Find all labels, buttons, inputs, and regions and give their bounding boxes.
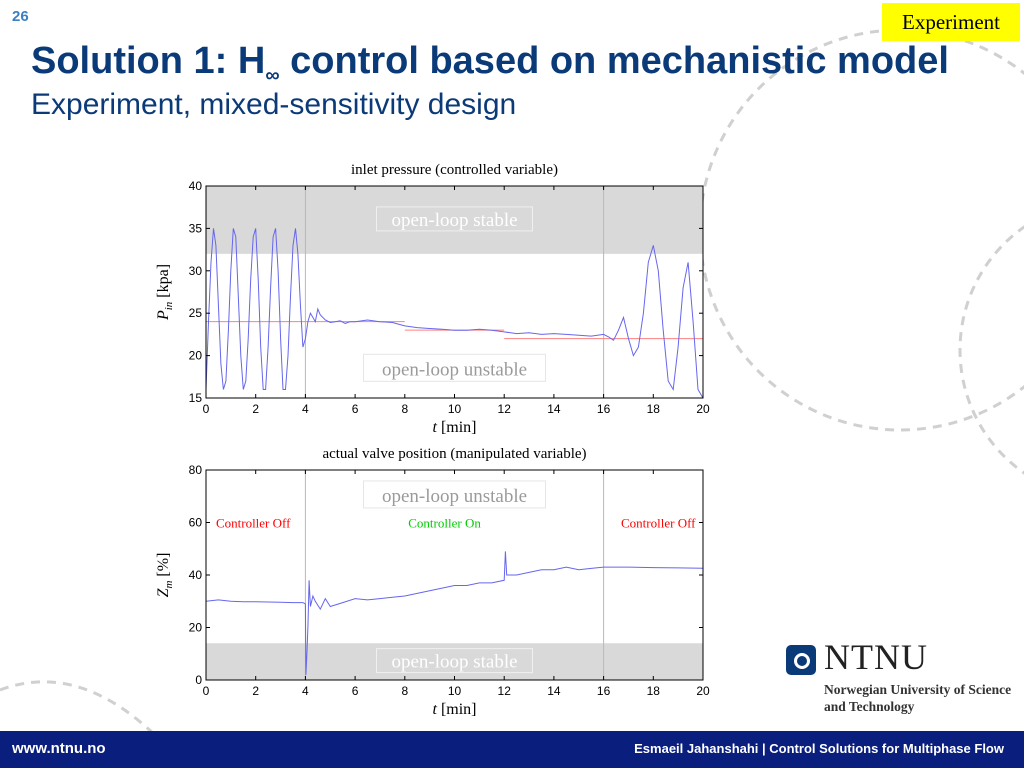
y-tick-label: 0 (195, 673, 202, 687)
footer-credit: Esmaeil Jahanshahi | Control Solutions f… (634, 741, 1004, 756)
measurement-series (205, 228, 704, 399)
x-tick-label: 4 (302, 684, 309, 698)
x-tick-label: 14 (547, 402, 561, 416)
chart-2: 0 2 4 6 8 10 12 14 16 18 20 0 20 40 60 80 actual valve p… (155, 446, 710, 718)
slide-number: 26 (12, 8, 29, 25)
ntnu-logo-icon (786, 645, 816, 675)
stable-region-band (206, 643, 703, 680)
x-tick-label: 16 (597, 402, 611, 416)
y-tick-label: 20 (189, 349, 203, 363)
x-tick-label: 6 (352, 684, 359, 698)
x-tick-label: 20 (696, 684, 710, 698)
y-tick-label: 40 (189, 179, 203, 193)
x-axis-label: t [min] (433, 701, 477, 718)
logo-name: NTNU (824, 637, 928, 677)
y-tick-label: 35 (189, 221, 203, 235)
x-tick-label: 12 (498, 402, 512, 416)
x-tick-label: 2 (252, 402, 259, 416)
controller-annotation: Controller Off (621, 516, 696, 531)
logo-full-name: Norwegian University of Science and Tech… (824, 682, 1012, 714)
x-tick-label: 18 (647, 402, 661, 416)
x-tick-label: 10 (448, 684, 462, 698)
x-tick-label: 12 (498, 684, 512, 698)
footer-url[interactable]: www.ntnu.no (12, 740, 106, 757)
y-axis-label: Pin [kpa] (155, 264, 175, 321)
band-label-box (376, 648, 533, 674)
x-tick-label: 18 (647, 684, 661, 698)
y-tick-label: 15 (189, 391, 203, 405)
region-annotation: open-loop unstable (382, 486, 527, 507)
title-rest: control based on mechanistic model (279, 40, 949, 82)
region-annotation: open-loop unstable (382, 359, 527, 380)
x-tick-label: 6 (352, 402, 359, 416)
x-axis-label: t [min] (433, 419, 477, 436)
x-tick-label: 14 (547, 684, 561, 698)
band-label: open-loop stable (391, 210, 517, 231)
title-text: Solution 1: H (31, 40, 266, 82)
footer-bar: www.ntnu.no Esmaeil Jahanshahi | Control… (0, 731, 1024, 768)
y-tick-label: 20 (189, 621, 203, 635)
chart-1: 0 2 4 6 8 10 12 14 16 18 20 15 20 25 30 35 40 inlet press… (155, 162, 710, 436)
y-tick-label: 40 (189, 568, 203, 582)
slide-subtitle: Experiment, mixed-sensitivity design (31, 88, 517, 121)
x-tick-label: 0 (203, 402, 210, 416)
chart-title: actual valve position (manipulated varia… (322, 446, 586, 462)
annotation-box (363, 480, 546, 509)
x-tick-label: 20 (696, 402, 710, 416)
chart-title: inlet pressure (controlled variable) (351, 162, 558, 178)
x-tick-label: 8 (401, 684, 408, 698)
title-subscript: ∞ (265, 64, 280, 87)
band-label-box (376, 206, 533, 232)
y-tick-label: 30 (189, 264, 203, 278)
experiment-tag: Experiment (882, 3, 1020, 41)
y-axis-label: Zm [%] (155, 553, 175, 598)
x-tick-label: 0 (203, 684, 210, 698)
slide-title: Solution 1: H∞ control based on mechanis… (31, 40, 949, 88)
x-tick-label: 8 (401, 402, 408, 416)
y-tick-label: 80 (189, 463, 203, 477)
controller-annotation: Controller On (408, 516, 481, 531)
stable-region-band (206, 186, 703, 254)
y-tick-label: 60 (189, 516, 203, 530)
measurement-series (205, 551, 704, 675)
annotation-box (363, 353, 546, 382)
controller-annotation: Controller Off (216, 516, 291, 531)
x-tick-label: 2 (252, 684, 259, 698)
x-tick-label: 4 (302, 402, 309, 416)
band-label: open-loop stable (391, 652, 517, 673)
y-tick-label: 25 (189, 306, 203, 320)
x-tick-label: 10 (448, 402, 462, 416)
x-tick-label: 16 (597, 684, 611, 698)
